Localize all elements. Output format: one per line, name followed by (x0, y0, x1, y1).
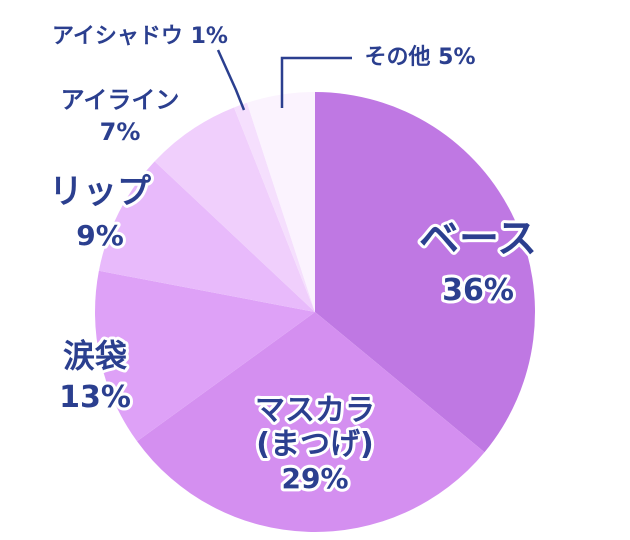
pie-slice-lip (98, 161, 316, 312)
pie-slice-eyeliner (154, 107, 315, 312)
slice-label-mascara-line1: マスカラ (255, 393, 375, 428)
slice-label-lip: リップ (49, 172, 151, 212)
pie-slice-eyeshadow (234, 102, 315, 313)
slice-label-mascara-line2: (まつげ) (256, 427, 373, 462)
slice-value-eyeliner: 7% (100, 118, 141, 146)
slice-label-base: ベース (419, 216, 537, 262)
slice-value-lip: 9% (76, 219, 124, 252)
slice-label-other: その他 5% (364, 45, 475, 70)
slice-label-eyeshadow: アイシャドウ 1% (52, 24, 228, 49)
leader-line-other (280, 56, 352, 108)
pie-slice-other (247, 92, 315, 312)
slice-value-mascara: 29% (281, 462, 348, 495)
pie-slice-mascara (137, 312, 485, 532)
slice-label-eyeliner: アイライン (61, 86, 180, 114)
slice-value-base: 36% (442, 273, 514, 308)
pie-slice-tear-bag (95, 270, 315, 442)
slice-label-tear-bag: 涙袋 (63, 337, 127, 375)
pie-slices (95, 92, 535, 532)
slice-value-tear-bag: 13% (59, 380, 131, 415)
pie-slice-base (315, 92, 535, 453)
slice-labels: ベース 36% マスカラ(まつげ)29% 涙袋 13% リップ 9% アイライン 7% アイシャド… (46, 21, 540, 498)
leader-lines (216, 49, 352, 111)
leader-line-eyeshadow (216, 49, 246, 111)
